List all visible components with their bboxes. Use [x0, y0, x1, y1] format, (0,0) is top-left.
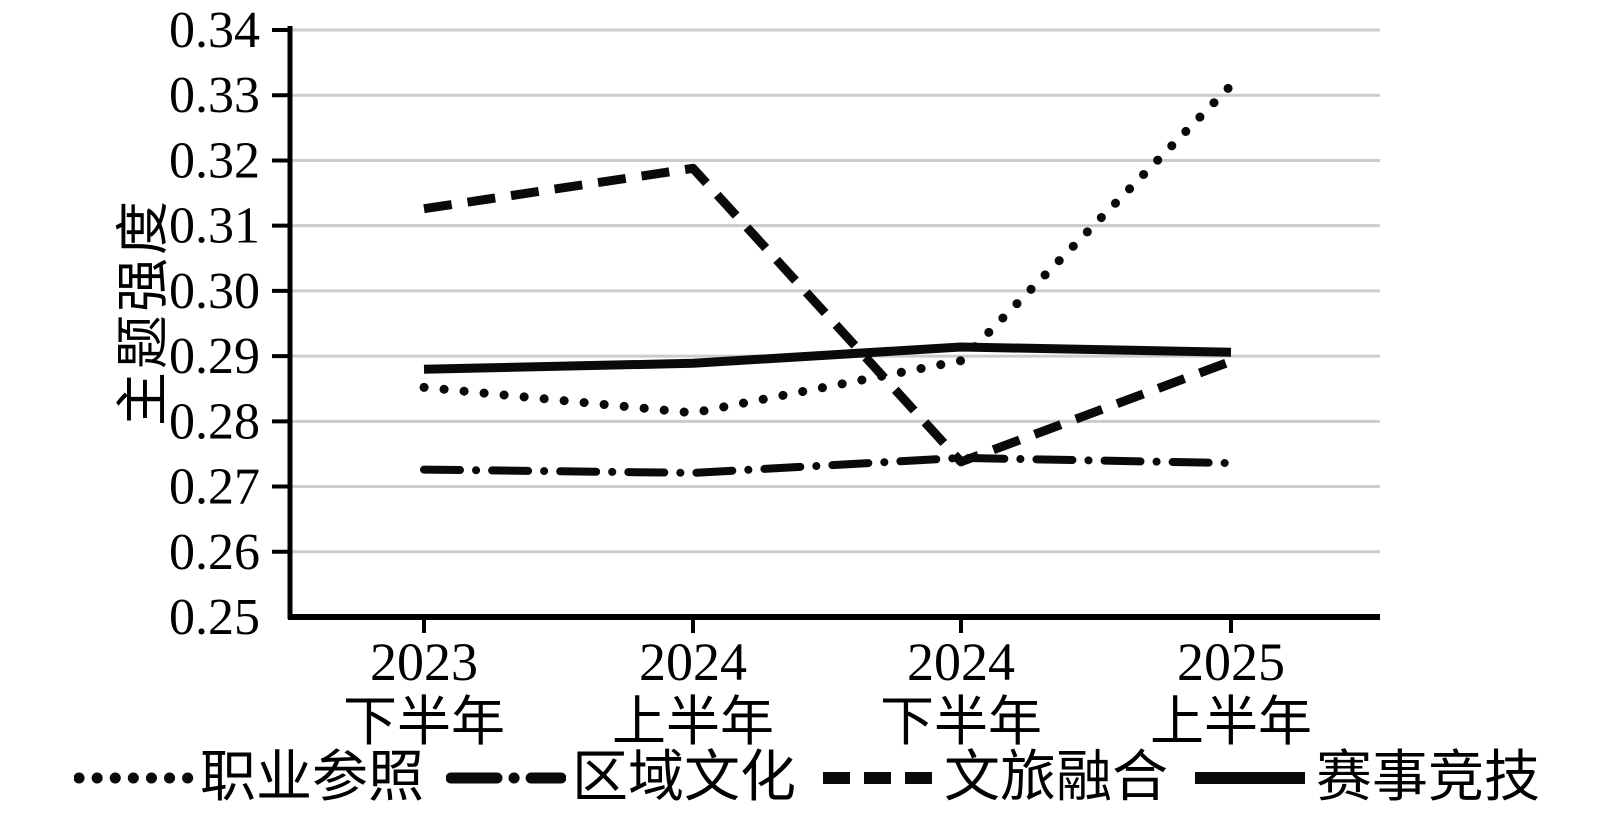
x-tick-label-half: 上半年	[1150, 692, 1312, 752]
y-tick-label: 0.29	[169, 328, 260, 385]
legend-item-dotted: 职业参照	[74, 750, 424, 806]
y-tick-label: 0.26	[169, 524, 260, 581]
y-tick-label: 0.28	[169, 393, 260, 450]
x-tick-label-year: 2023	[370, 632, 478, 692]
y-tick-label: 0.31	[169, 198, 260, 255]
legend-item-dashdot: 区域文化	[446, 750, 796, 806]
y-tick-label: 0.34	[169, 2, 260, 59]
x-tick-label-year: 2025	[1177, 632, 1285, 692]
legend: 职业参照 区域文化 文旅融合 赛事竞技	[0, 750, 1614, 806]
legend-label: 职业参照	[200, 747, 424, 809]
legend-marker-dashdot-icon	[446, 772, 566, 784]
legend-label: 区域文化	[572, 747, 796, 809]
legend-label: 文旅融合	[944, 747, 1168, 809]
x-tick-label-year: 2024	[907, 632, 1015, 692]
y-tick-label: 0.27	[169, 459, 260, 516]
x-tick-label-half: 下半年	[880, 692, 1042, 752]
legend-marker-solid-icon	[1195, 772, 1305, 784]
series-line-dashed	[423, 163, 1233, 467]
legend-label: 赛事竞技	[1316, 747, 1540, 809]
y-tick-label: 0.33	[169, 67, 260, 124]
series-line-solid	[423, 342, 1232, 374]
legend-item-dashed: 文旅融合	[818, 750, 1168, 806]
x-tick-label-year: 2024	[639, 632, 747, 692]
legend-item-solid: 赛事竞技	[1190, 750, 1540, 806]
legend-marker-dotted-icon	[74, 772, 194, 784]
series-line-dashdot	[420, 453, 1235, 477]
y-tick-label: 0.25	[169, 589, 260, 646]
y-tick-label: 0.32	[169, 132, 260, 189]
legend-marker-dashed-icon	[823, 772, 933, 784]
y-axis-title: 主题强度	[113, 198, 174, 426]
x-tick-label-half: 下半年	[343, 692, 505, 752]
x-tick-label-half: 上半年	[612, 692, 774, 752]
y-tick-label: 0.30	[169, 263, 260, 320]
